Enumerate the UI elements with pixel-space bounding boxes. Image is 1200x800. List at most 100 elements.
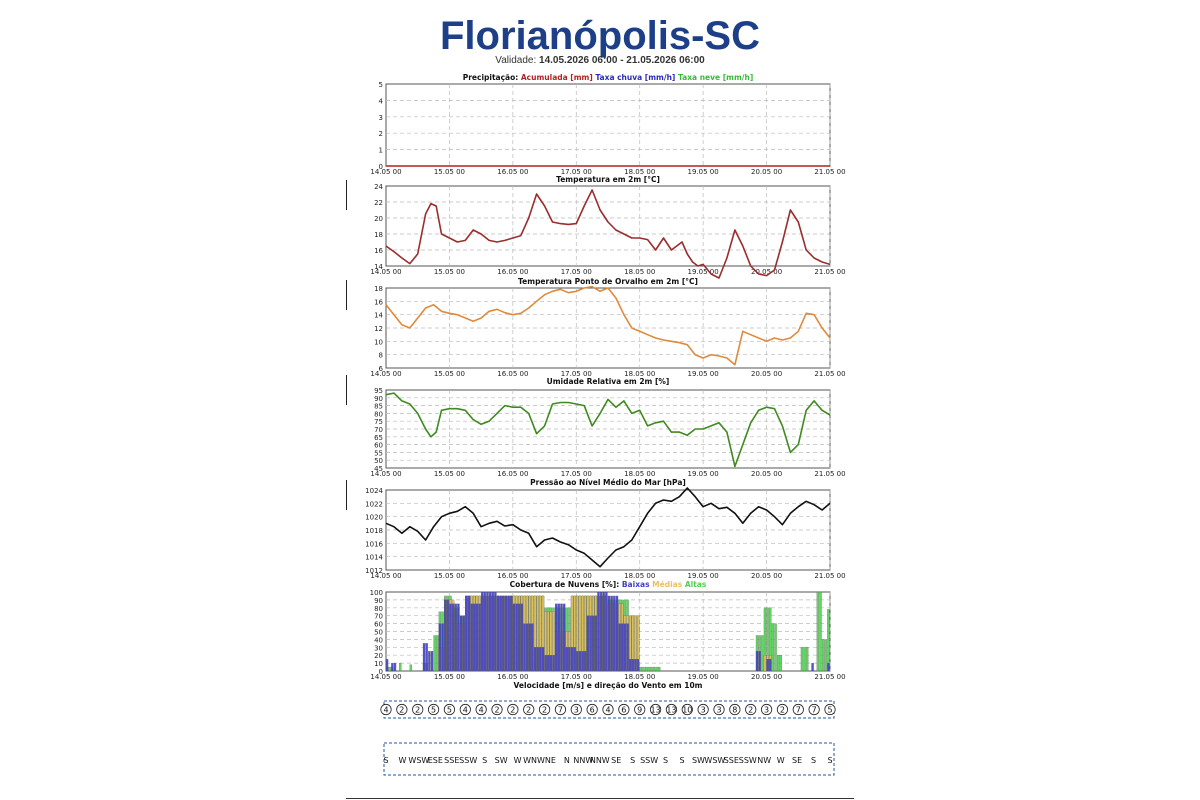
cloud-bar (800, 647, 804, 672)
cloud-bar (470, 603, 473, 672)
y-tick-label: 1018 (365, 527, 383, 535)
cloud-bar (428, 651, 431, 672)
wind-speed-circle (697, 703, 709, 716)
cloud-bar (391, 662, 394, 672)
cloud-bar (599, 591, 603, 672)
wind-direction-label: WSW (408, 756, 429, 765)
wind-speed-label: 2 (748, 706, 753, 715)
y-tick-label: 0 (379, 668, 383, 676)
wind-speed-label: 7 (812, 706, 817, 715)
x-tick-label: 15.05 00 (434, 168, 465, 176)
x-tick-label: 17.05 00 (561, 370, 592, 378)
cloud-bar (586, 615, 590, 672)
wind-speed-circle (443, 703, 456, 716)
y-tick-label: 12 (374, 325, 383, 333)
side-rule (346, 280, 347, 310)
cloud-bar (605, 591, 608, 672)
cloud-bar (584, 651, 587, 672)
chart-title-part: Cobertura de Nuvens [%]: (510, 580, 622, 589)
wind-speed-circle (824, 703, 836, 716)
wind-speed-label: 3 (764, 706, 769, 715)
wind-speed-label: 5 (447, 706, 452, 715)
cloud-bar (385, 659, 389, 672)
wind-direction-label: SSW (739, 756, 757, 765)
cloud-bar (462, 615, 465, 672)
cloud-bar (512, 603, 516, 672)
cloud-bar (433, 635, 436, 672)
cloud-bar (422, 643, 426, 672)
y-tick-label: 60 (374, 442, 383, 450)
x-tick-label: 16.05 00 (497, 168, 528, 176)
cloud-bar (652, 666, 656, 672)
wind-speed-label: 10 (682, 706, 692, 715)
cloud-bar (459, 615, 463, 672)
wind-speed-circle (665, 703, 678, 716)
cloud-bar (824, 639, 827, 672)
x-tick-label: 21.05 00 (814, 673, 845, 681)
wind-speed-label: 6 (621, 706, 626, 715)
x-tick-label: 17.05 00 (561, 268, 592, 276)
y-tick-label: 4 (379, 97, 384, 105)
chart-title-part: Precipitação: (463, 73, 521, 82)
y-tick-label: 10 (374, 660, 383, 668)
y-tick-label: 5 (379, 81, 383, 89)
y-tick-label: 80 (374, 410, 383, 418)
chart-title-part: Baixas (622, 580, 652, 589)
y-tick-label: 20 (374, 215, 383, 223)
cloud-bar (594, 615, 598, 672)
cloud-bar (478, 603, 481, 672)
x-tick-label: 20.05 00 (751, 268, 782, 276)
wind-direction-box (383, 742, 835, 776)
y-tick-label: 3 (379, 114, 383, 122)
y-tick-label: 65 (374, 434, 383, 442)
x-tick-label: 21.05 00 (814, 470, 845, 478)
wind-speed-label: 2 (399, 706, 404, 715)
wind-speed-circle (491, 703, 503, 716)
cloud-bar (491, 591, 494, 672)
x-tick-label: 19.05 00 (688, 168, 719, 176)
cloud-bar (827, 662, 830, 672)
wind-direction-label: WSW (704, 756, 725, 765)
cloud-bar (483, 591, 487, 672)
wind-speed-circle (459, 703, 471, 716)
cloud-bar (647, 666, 650, 672)
cloud-bar (425, 643, 428, 672)
y-tick-label: 1016 (365, 540, 383, 548)
y-tick-label: 16 (374, 298, 383, 306)
cloud-bar (636, 659, 640, 672)
wind-direction-label: W (777, 756, 785, 765)
wind-speed-circle (554, 703, 567, 716)
page-bottom-rule (346, 798, 854, 799)
x-tick-label: 19.05 00 (688, 470, 719, 478)
wind-direction-label: SSW (459, 756, 477, 765)
cloud-bar (533, 647, 537, 672)
y-tick-label: 22 (374, 199, 383, 207)
wind-direction-label: SE (792, 756, 802, 765)
cloud-bar (589, 615, 592, 672)
wind-speed-label: 13 (650, 706, 660, 715)
y-tick-label: 24 (374, 183, 383, 191)
cloud-bar (544, 655, 547, 672)
wind-speed-circle (745, 703, 757, 716)
y-tick-label: 18 (374, 285, 383, 293)
chart-title-part: Taxa chuva [mm/h] (595, 73, 678, 82)
x-tick-label: 21.05 00 (814, 370, 845, 378)
y-tick-label: 100 (370, 589, 383, 597)
wind-speed-label: 6 (590, 706, 595, 715)
wind-speed-label: 2 (780, 706, 785, 715)
cloud-bar (763, 655, 767, 672)
chart-title: Cobertura de Nuvens [%]: Baixas Médias A… (510, 580, 707, 589)
wind-direction-label: NNW (573, 756, 593, 765)
x-tick-label: 18.05 00 (624, 268, 655, 276)
cloud-bar (528, 623, 531, 672)
x-tick-label: 20.05 00 (751, 168, 782, 176)
cloud-bar (430, 651, 434, 672)
chart-title: Umidade Relativa em 2m [%] (547, 377, 670, 386)
x-tick-label: 18.05 00 (624, 572, 655, 580)
cloud-bar (539, 647, 542, 672)
chart-title-part: Taxa neve [mm/h] (678, 73, 753, 82)
x-tick-label: 16.05 00 (497, 673, 528, 681)
cloud-bar (525, 623, 529, 672)
x-tick-label: 21.05 00 (814, 168, 845, 176)
wind-speed-label: 4 (463, 706, 468, 715)
